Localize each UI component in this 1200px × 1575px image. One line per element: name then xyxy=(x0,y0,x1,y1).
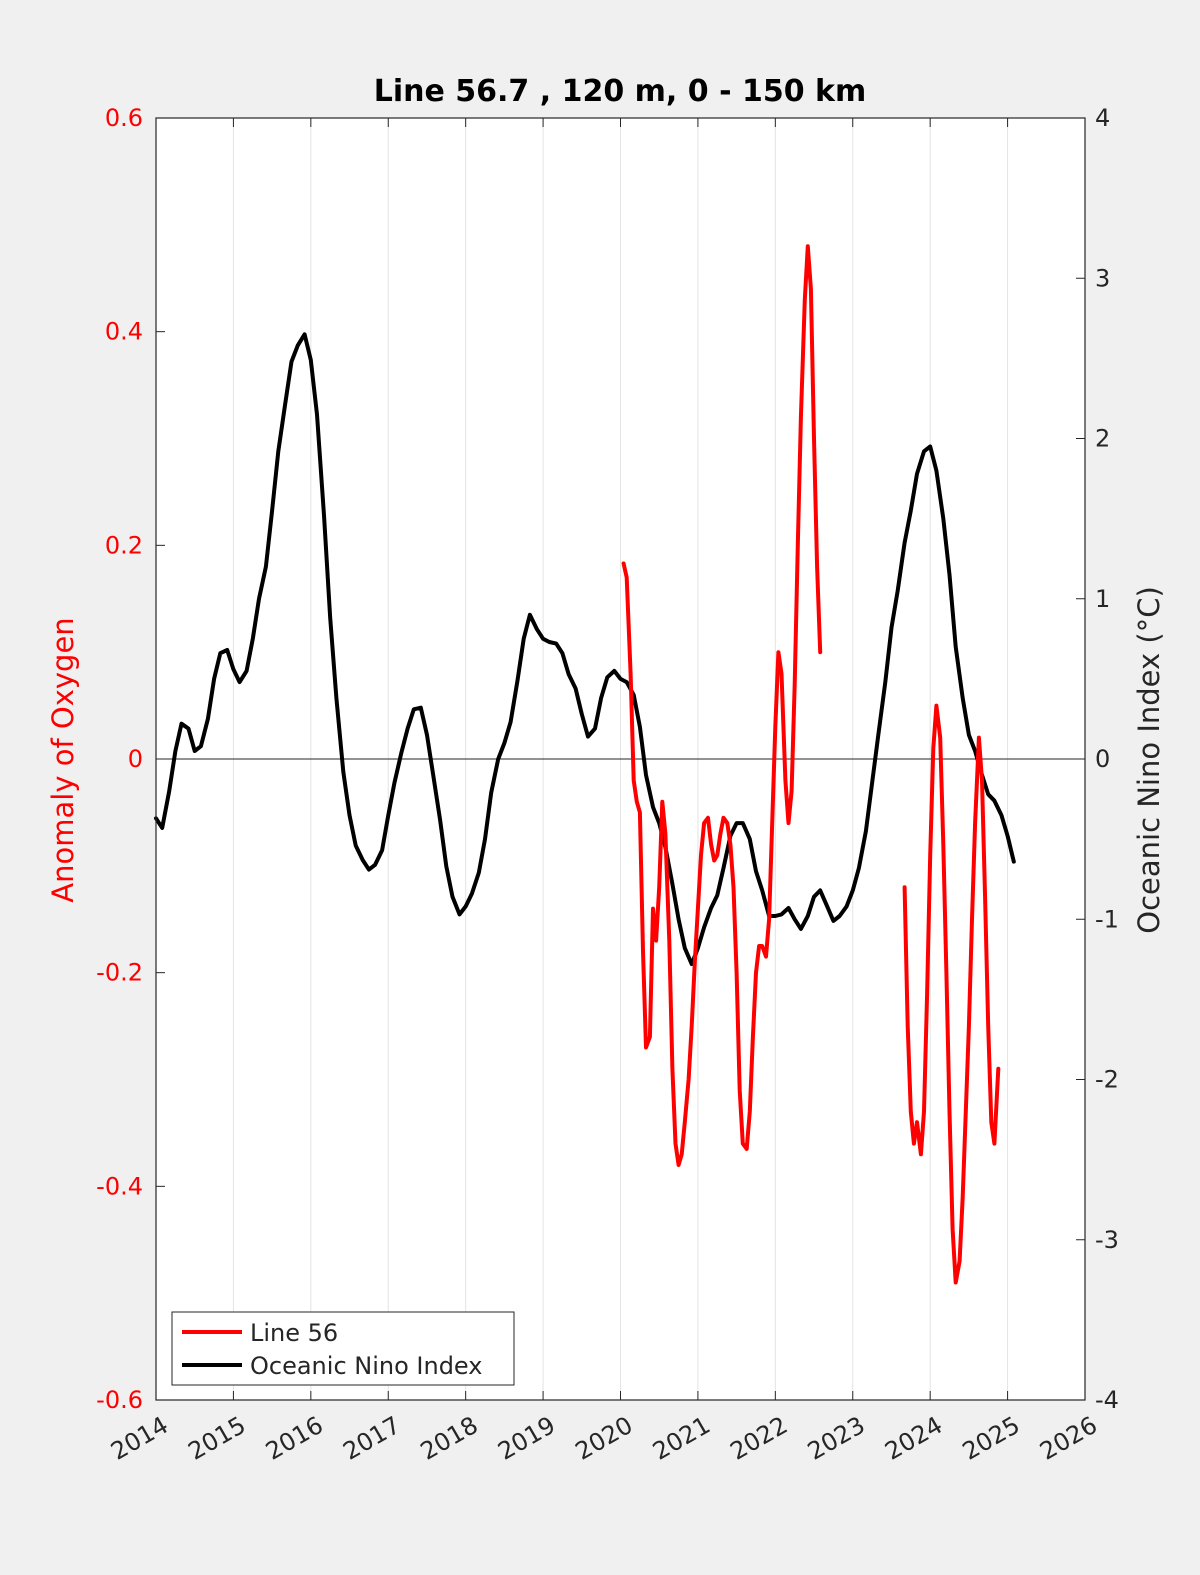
left-tick-label: -0.2 xyxy=(96,959,143,987)
x-tick-label: 2015 xyxy=(184,1411,251,1466)
line56-series-segment-0 xyxy=(621,244,823,1167)
right-tick-label: -1 xyxy=(1095,905,1119,933)
line56-series-segment-1 xyxy=(902,703,1001,1285)
legend-label-line56: Line 56 xyxy=(250,1319,338,1347)
chart-title: Line 56.7 , 120 m, 0 - 150 km xyxy=(374,74,867,109)
x-tick-label: 2020 xyxy=(571,1411,638,1466)
left-tick-label: -0.6 xyxy=(96,1386,143,1414)
left-tick-label: 0.6 xyxy=(105,104,143,132)
x-tick-label: 2017 xyxy=(338,1411,405,1466)
right-tick-label: 4 xyxy=(1095,104,1110,132)
right-tick-label: -3 xyxy=(1095,1226,1119,1254)
x-tick-label: 2014 xyxy=(106,1411,173,1466)
x-tick-label: 2016 xyxy=(261,1411,328,1466)
x-tick-label: 2019 xyxy=(493,1411,560,1466)
left-tick-label: 0 xyxy=(128,745,143,773)
left-tick-label: 0.4 xyxy=(105,318,143,346)
x-tick-label: 2018 xyxy=(416,1411,483,1466)
legend-box xyxy=(171,1311,515,1386)
right-tick-label: 1 xyxy=(1095,585,1110,613)
right-tick-label: -2 xyxy=(1095,1066,1119,1094)
left-tick-label: -0.4 xyxy=(96,1172,143,1200)
x-tick-label: 2024 xyxy=(880,1411,947,1466)
x-tick-label: 2023 xyxy=(803,1411,870,1466)
legend-label-oni: Oceanic Nino Index xyxy=(250,1352,482,1380)
left-tick-label: 0.2 xyxy=(105,531,143,559)
oni-series-segment-0 xyxy=(154,332,1016,967)
right-tick-label: -4 xyxy=(1095,1386,1119,1414)
series-layer xyxy=(154,244,1016,1285)
legend: Line 56 Oceanic Nino Index xyxy=(171,1311,515,1386)
left-axis-label: Anomaly of Oxygen xyxy=(46,617,80,902)
right-tick-label: 0 xyxy=(1095,745,1110,773)
right-axis-label: Oceanic Nino Index (°C) xyxy=(1132,586,1166,934)
right-axis: 4 3 2 1 0 -1 -2 -3 -4 xyxy=(1076,104,1119,1414)
right-tick-label: 3 xyxy=(1095,264,1110,292)
x-tick-label: 2025 xyxy=(958,1411,1025,1466)
x-tick-label: 2022 xyxy=(725,1411,792,1466)
right-tick-label: 2 xyxy=(1095,425,1110,453)
x-tick-label: 2021 xyxy=(648,1411,715,1466)
x-tick-label: 2026 xyxy=(1035,1411,1102,1466)
left-axis: 0.6 0.4 0.2 0 -0.2 -0.4 -0.6 xyxy=(96,104,165,1414)
